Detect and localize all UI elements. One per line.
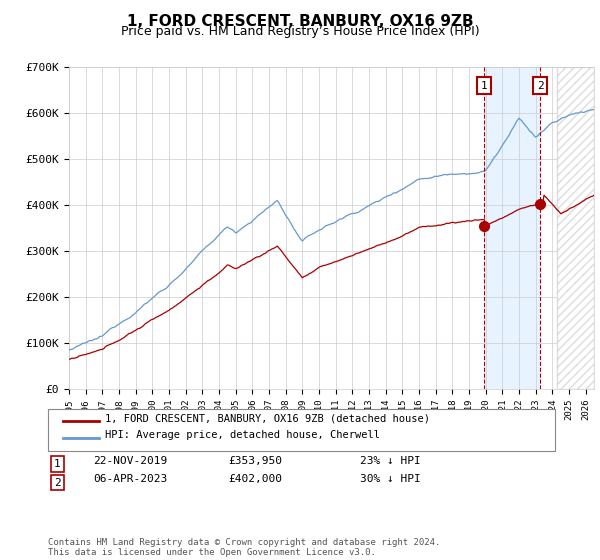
Text: 23% ↓ HPI: 23% ↓ HPI [360,456,421,466]
Text: HPI: Average price, detached house, Cherwell: HPI: Average price, detached house, Cher… [105,430,380,440]
Text: 2: 2 [54,478,61,488]
Text: 1: 1 [481,81,487,91]
Bar [557,67,594,389]
Bar [557,67,594,389]
Text: 1, FORD CRESCENT, BANBURY, OX16 9ZB: 1, FORD CRESCENT, BANBURY, OX16 9ZB [127,14,473,29]
Text: 30% ↓ HPI: 30% ↓ HPI [360,474,421,484]
Text: Price paid vs. HM Land Registry’s House Price Index (HPI): Price paid vs. HM Land Registry’s House … [121,25,479,38]
Text: Contains HM Land Registry data © Crown copyright and database right 2024.
This d: Contains HM Land Registry data © Crown c… [48,538,440,557]
Text: 06-APR-2023: 06-APR-2023 [93,474,167,484]
Text: 1, FORD CRESCENT, BANBURY, OX16 9ZB (detached house): 1, FORD CRESCENT, BANBURY, OX16 9ZB (det… [105,413,430,423]
Text: 2: 2 [537,81,544,91]
Text: £402,000: £402,000 [228,474,282,484]
Text: 22-NOV-2019: 22-NOV-2019 [93,456,167,466]
Text: 1: 1 [54,459,61,469]
Bar [484,67,540,389]
Text: £353,950: £353,950 [228,456,282,466]
